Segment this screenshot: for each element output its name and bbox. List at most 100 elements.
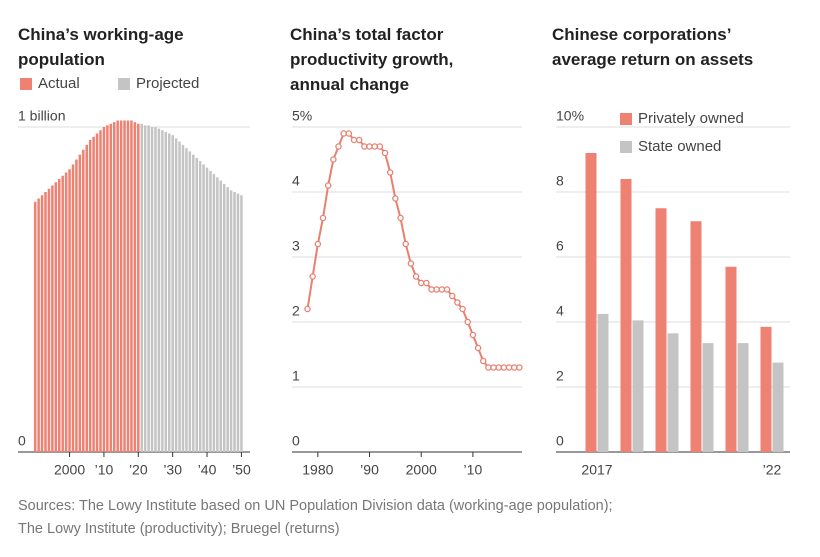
y-tick-label: 8: [556, 173, 564, 189]
chart-title: China’s total factor productivity growth…: [290, 25, 454, 94]
point: [443, 286, 451, 293]
bar: [597, 313, 609, 452]
point: [335, 143, 342, 150]
bar: [116, 120, 119, 452]
legend-swatch: [20, 78, 32, 90]
bar: [198, 161, 202, 452]
source-note: The Lowy Institute (productivity); Brueg…: [18, 521, 340, 537]
legend-label: Projected: [136, 75, 199, 92]
bar: [226, 187, 229, 452]
bar: [229, 190, 233, 452]
y-tick-label: 2: [292, 303, 300, 319]
point: [485, 364, 492, 371]
point: [361, 143, 368, 150]
bar: [150, 127, 154, 452]
x-tick-label: ’30: [163, 462, 182, 478]
y-tick-label: 0: [556, 433, 564, 449]
point: [412, 273, 420, 280]
bar: [209, 170, 212, 452]
bar: [33, 201, 37, 452]
bar: [164, 131, 168, 452]
bar: [140, 123, 143, 452]
point: [474, 344, 482, 352]
bar: [130, 120, 133, 452]
bar: [99, 130, 102, 452]
bar: [85, 144, 88, 452]
bar: [64, 172, 68, 452]
bar: [44, 192, 47, 452]
y-tick-label: 1: [292, 368, 300, 384]
bar: [667, 333, 679, 452]
bar: [161, 130, 164, 452]
point: [454, 299, 461, 306]
x-tick-label: ’40: [198, 462, 217, 478]
bar: [655, 208, 667, 452]
bar: [102, 127, 106, 452]
point: [448, 292, 456, 300]
point: [433, 286, 440, 293]
bar: [585, 153, 597, 452]
legend-swatch: [118, 78, 130, 90]
bar: [47, 188, 51, 452]
bar: [123, 120, 126, 452]
bar: [109, 123, 113, 452]
point: [397, 214, 404, 222]
bar: [212, 174, 216, 452]
point: [340, 130, 347, 137]
point: [402, 240, 409, 248]
point: [350, 136, 358, 144]
x-tick-label: 2000: [406, 462, 437, 478]
x-tick-label: 2017: [581, 462, 612, 478]
point: [495, 364, 502, 371]
point: [510, 364, 518, 371]
bar: [737, 343, 749, 452]
point: [309, 273, 316, 280]
bar: [167, 133, 171, 452]
x-tick-label: ’22: [763, 462, 782, 478]
y-tick-label: 4: [556, 303, 564, 319]
bar: [236, 193, 240, 452]
y-tick-label: 6: [556, 238, 564, 254]
point: [355, 136, 363, 144]
point: [392, 195, 399, 202]
bar: [133, 122, 137, 452]
point: [459, 305, 466, 313]
bar: [702, 343, 714, 452]
bar: [137, 123, 140, 452]
y-tick-label: 5%: [292, 108, 312, 124]
bar: [185, 148, 188, 452]
bar: [760, 326, 772, 452]
point: [330, 156, 337, 163]
point: [428, 286, 435, 293]
bar: [157, 128, 161, 452]
bar: [106, 125, 109, 452]
bar: [188, 151, 192, 452]
bar: [147, 125, 150, 452]
bar: [205, 167, 209, 452]
bar: [772, 362, 784, 452]
point: [304, 305, 311, 313]
point: [407, 260, 415, 267]
point: [505, 364, 513, 371]
legend-label: Actual: [38, 75, 80, 92]
bar: [178, 141, 181, 452]
x-tick-label: ’50: [232, 462, 251, 478]
point: [469, 331, 477, 339]
bar: [54, 182, 58, 452]
bar: [195, 157, 198, 452]
bar: [37, 198, 40, 452]
y-tick-label: 0: [18, 433, 26, 449]
point: [314, 240, 322, 248]
y-tick-label: 10%: [556, 108, 584, 124]
legend-swatch: [620, 113, 632, 125]
bar: [61, 175, 64, 452]
bar: [154, 127, 157, 452]
chart-title: China’s working-age population: [18, 25, 184, 69]
bar: [192, 154, 195, 452]
legend-label: Privately owned: [638, 110, 744, 127]
y-tick-label: 2: [556, 368, 564, 384]
point: [438, 286, 446, 293]
bar: [57, 179, 61, 452]
x-tick-label: ’20: [129, 462, 148, 478]
